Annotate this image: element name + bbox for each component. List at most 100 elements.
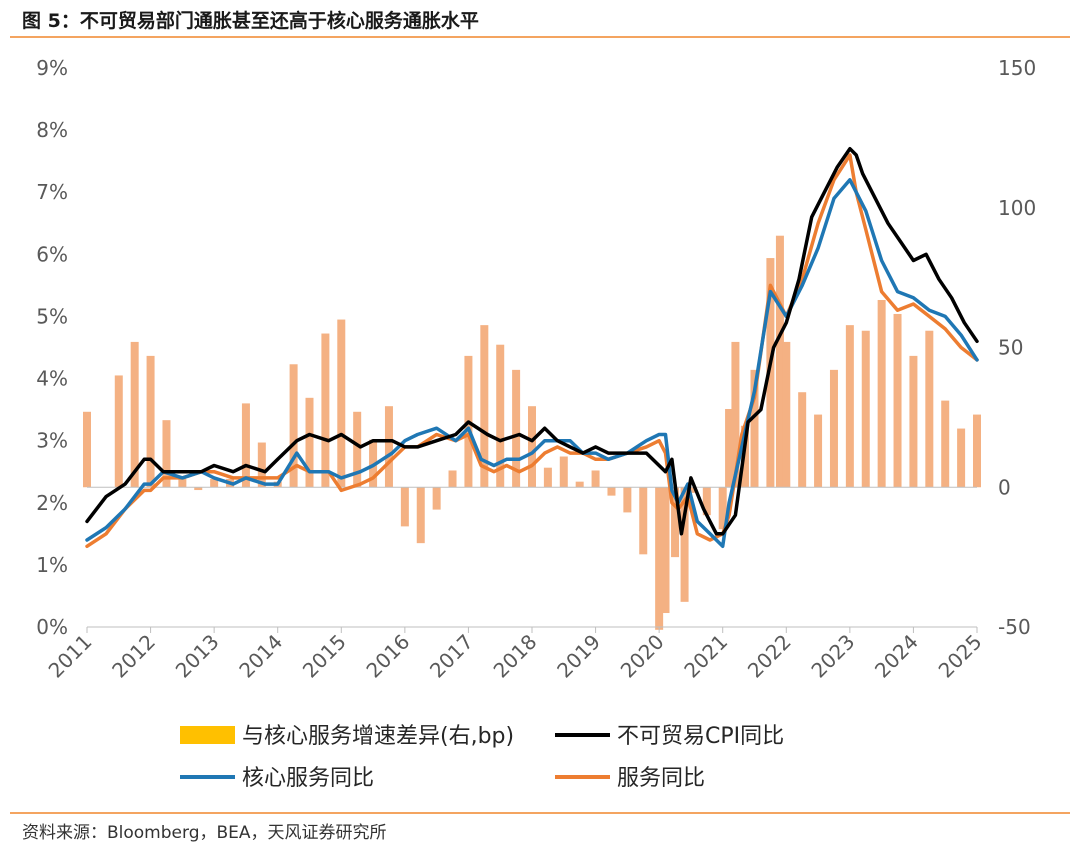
legend-label: 不可贸易CPI同比 — [617, 724, 784, 749]
diff-bar — [591, 470, 600, 488]
diff-bar — [162, 420, 171, 488]
diff-bar — [639, 487, 648, 555]
right-tick-label: 100 — [998, 196, 1036, 220]
left-y-axis: 0% 1% 2% 3% 4% 5% 6% 7% 8% 9% — [36, 56, 68, 639]
x-tick-label: 2017 — [425, 630, 478, 683]
legend-label: 核心服务同比 — [242, 766, 374, 791]
right-tick-label: 150 — [998, 56, 1036, 80]
diff-bar — [305, 397, 314, 488]
diff-bar — [775, 235, 784, 488]
diff-bar — [178, 478, 187, 488]
legend-diff-bars: 与核心服务增速差异(右,bp) — [180, 724, 514, 749]
left-tick-label: 7% — [36, 180, 68, 204]
diff-bar — [845, 325, 854, 488]
x-tick-label: 2018 — [489, 630, 542, 683]
series-lines — [85, 146, 979, 549]
chart-svg: 0% 1% 2% 3% 4% 5% 6% 7% 8% 9% -50 0 50 100 150 2011 20… — [36, 56, 1036, 791]
diff-bar — [829, 369, 838, 488]
legend-goods-cpi: 不可贸易CPI同比 — [555, 724, 784, 749]
diff-bar — [432, 487, 441, 510]
right-y-axis: -50 0 50 100 150 — [998, 56, 1036, 639]
diff-bar — [416, 487, 425, 544]
diff-bar — [559, 456, 568, 488]
right-tick-label: -50 — [998, 615, 1031, 639]
source-rule — [10, 812, 1070, 814]
title-rule — [10, 36, 1070, 38]
diff-bar — [289, 364, 298, 488]
left-tick-label: 1% — [36, 553, 68, 577]
diff-bar — [384, 406, 393, 488]
diff-bar — [731, 341, 740, 488]
diff-bar — [210, 478, 219, 488]
diff-bar — [925, 330, 934, 488]
left-tick-label: 9% — [36, 56, 68, 80]
x-tick-label: 2021 — [679, 630, 732, 683]
left-tick-label: 8% — [36, 118, 68, 142]
right-tick-label: 0 — [998, 475, 1011, 499]
x-tick-label: 2012 — [107, 630, 160, 683]
x-tick-label: 2025 — [934, 630, 987, 683]
left-tick-label: 3% — [36, 429, 68, 453]
diff-bar — [321, 333, 330, 488]
left-tick-label: 4% — [36, 367, 68, 391]
diff-bar — [861, 330, 870, 488]
figure-title: 图 5：不可贸易部门通胀甚至还高于核心服务通胀水平 — [22, 10, 479, 32]
diff-bar — [877, 299, 886, 488]
left-tick-label: 5% — [36, 304, 68, 328]
diff-bar — [750, 369, 759, 488]
diff-bar — [543, 467, 552, 488]
right-tick-label: 50 — [998, 336, 1023, 360]
x-tick-label: 2014 — [234, 630, 287, 683]
diff-bar — [146, 355, 155, 488]
diff-bar — [766, 258, 775, 488]
diff-bar — [661, 487, 670, 614]
diff-bar — [194, 487, 203, 491]
source-note: 资料来源：Bloomberg，BEA，天风证券研究所 — [22, 823, 387, 843]
left-tick-label: 6% — [36, 242, 68, 266]
diff-bar — [941, 400, 950, 488]
diff-bar — [448, 470, 457, 488]
x-tick-label: 2016 — [361, 630, 414, 683]
legend-swatch — [180, 726, 235, 744]
legend-label: 与核心服务增速差异(右,bp) — [242, 724, 514, 749]
diff-bar — [671, 487, 680, 558]
diff-bars — [83, 235, 981, 630]
diff-bar — [782, 341, 791, 488]
x-tick-label: 2019 — [552, 630, 605, 683]
left-tick-label: 2% — [36, 491, 68, 515]
diff-bar — [353, 411, 362, 488]
diff-bar — [957, 428, 966, 488]
left-tick-label: 0% — [36, 615, 68, 639]
x-tick-label: 2013 — [171, 630, 224, 683]
x-tick-label: 2022 — [743, 630, 796, 683]
diff-bar — [337, 319, 346, 488]
diff-bar — [257, 442, 266, 488]
services-line — [85, 153, 979, 549]
diff-bar — [480, 325, 489, 488]
diff-bar — [893, 313, 902, 488]
diff-bar — [680, 487, 689, 602]
legend-core-services: 核心服务同比 — [180, 766, 374, 791]
diff-bar — [718, 487, 727, 530]
diff-bar — [528, 406, 536, 488]
diff-bar — [241, 403, 250, 488]
x-tick-label: 2020 — [616, 630, 669, 683]
diff-bar — [83, 411, 91, 488]
x-tick-label: 2023 — [806, 630, 859, 683]
diff-bar — [973, 414, 981, 488]
diff-bar — [798, 392, 807, 488]
legend-services: 服务同比 — [555, 766, 705, 791]
diff-bar — [909, 355, 918, 488]
goods-cpi-line — [85, 146, 979, 536]
diff-bar — [702, 487, 711, 516]
diff-bar — [496, 344, 505, 488]
diff-bar — [725, 408, 734, 488]
diff-bar — [130, 341, 139, 488]
diff-bar — [114, 375, 123, 488]
diff-bar — [655, 487, 664, 630]
diff-bar — [512, 369, 521, 488]
x-tick-label: 2024 — [870, 630, 923, 683]
diff-bar — [607, 487, 616, 496]
legend-label: 服务同比 — [617, 766, 705, 791]
